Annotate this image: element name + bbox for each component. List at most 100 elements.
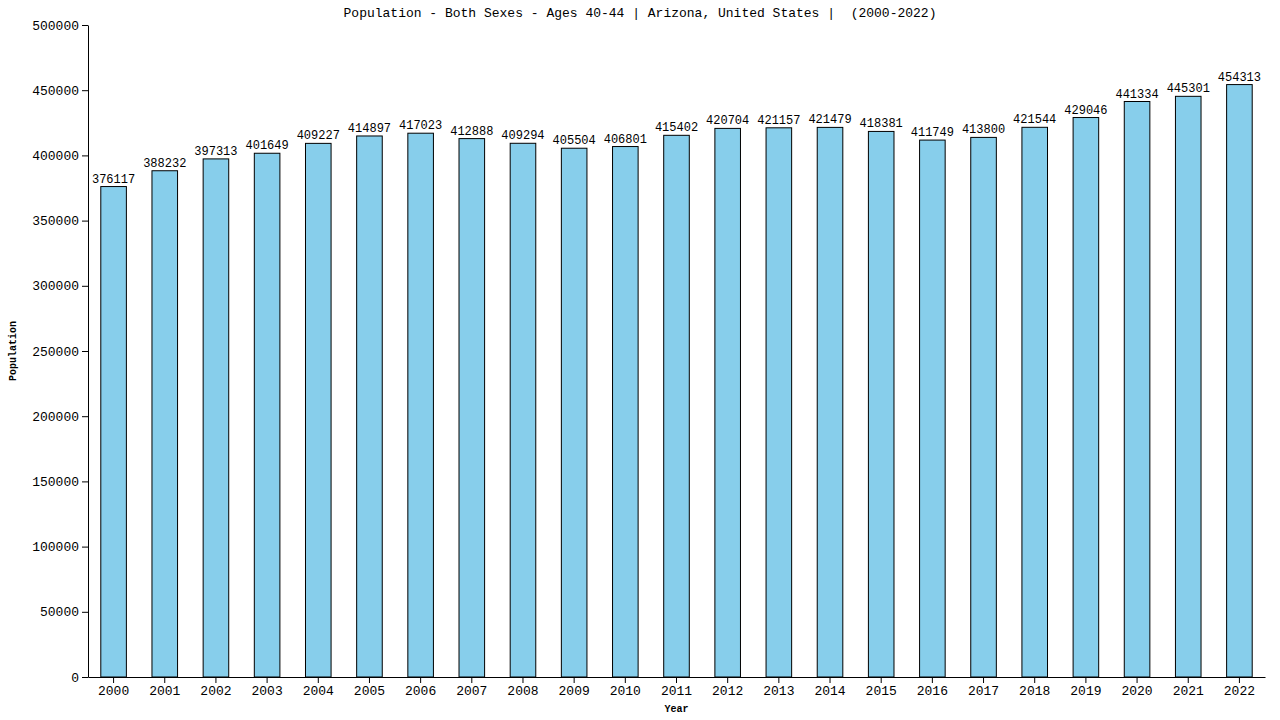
x-tick: 2014 <box>814 677 845 699</box>
data-label: 421479 <box>808 113 851 127</box>
x-tick: 2000 <box>98 677 129 699</box>
x-tick: 2003 <box>251 677 282 699</box>
x-tick: 2019 <box>1070 677 1101 699</box>
x-tick-mark <box>625 677 626 683</box>
bar <box>1227 85 1253 677</box>
y-tick-mark <box>82 612 88 613</box>
x-tick-label: 2017 <box>968 684 999 699</box>
x-tick-label: 2001 <box>149 684 180 699</box>
x-tick-label: 2009 <box>559 684 590 699</box>
x-tick-mark <box>932 677 933 683</box>
bar <box>101 187 127 677</box>
bar <box>971 137 997 677</box>
data-label: 429046 <box>1064 104 1107 118</box>
x-tick-mark <box>574 677 575 683</box>
x-tick: 2012 <box>712 677 743 699</box>
data-label: 376117 <box>92 173 135 187</box>
bar <box>459 139 485 677</box>
x-tick-mark <box>1188 677 1189 683</box>
y-tick-mark <box>82 25 88 26</box>
x-tick-mark <box>676 677 677 683</box>
data-label: 454313 <box>1218 71 1261 85</box>
bar <box>715 128 741 677</box>
x-tick-mark <box>420 677 421 683</box>
data-label: 414897 <box>348 122 391 136</box>
data-label: 388232 <box>143 157 186 171</box>
data-label: 397313 <box>194 145 237 159</box>
x-axis: 2000200120022003200420052006200720082009… <box>89 677 1266 699</box>
x-tick-mark <box>471 677 472 683</box>
x-tick-mark <box>830 677 831 683</box>
x-tick: 2008 <box>507 677 538 699</box>
x-tick-mark <box>1085 677 1086 683</box>
y-tick-label: 150000 <box>32 475 79 490</box>
x-tick-mark <box>113 677 114 683</box>
y-tick-label: 50000 <box>40 605 79 620</box>
bar <box>817 127 843 677</box>
data-label: 415402 <box>655 121 698 135</box>
y-tick: 0 <box>71 671 88 686</box>
y-tick: 450000 <box>32 84 88 99</box>
x-tick-mark <box>164 677 165 683</box>
y-tick-mark <box>82 351 88 352</box>
bar <box>1124 102 1150 677</box>
x-tick: 2005 <box>354 677 385 699</box>
y-tick: 200000 <box>32 410 88 425</box>
x-tick: 2018 <box>1019 677 1050 699</box>
y-tick-label: 250000 <box>32 345 79 360</box>
y-tick-label: 400000 <box>32 149 79 164</box>
bar <box>1175 96 1201 677</box>
bar <box>408 133 434 677</box>
y-tick-mark <box>82 155 88 156</box>
x-tick-label: 2014 <box>814 684 845 699</box>
chart: 0500001000001500002000002500003000003500… <box>0 0 1280 720</box>
x-tick-mark <box>881 677 882 683</box>
y-tick: 150000 <box>32 475 88 490</box>
x-tick-label: 2013 <box>763 684 794 699</box>
data-label: 441334 <box>1115 88 1158 102</box>
data-label: 413800 <box>962 123 1005 137</box>
x-tick: 2010 <box>610 677 641 699</box>
bar <box>305 143 331 677</box>
x-tick-label: 2006 <box>405 684 436 699</box>
data-label: 412888 <box>450 125 493 139</box>
y-tick-label: 0 <box>71 671 79 686</box>
data-label: 420704 <box>706 114 749 128</box>
x-tick: 2004 <box>303 677 334 699</box>
data-label: 421544 <box>1013 113 1056 127</box>
x-tick: 2020 <box>1121 677 1152 699</box>
x-tick-label: 2020 <box>1121 684 1152 699</box>
data-label: 409227 <box>297 129 340 143</box>
x-tick-mark <box>267 677 268 683</box>
bar <box>561 148 587 677</box>
bar <box>254 153 280 677</box>
bar <box>357 136 383 677</box>
x-tick-label: 2016 <box>917 684 948 699</box>
y-tick: 400000 <box>32 149 88 164</box>
x-tick-label: 2018 <box>1019 684 1050 699</box>
y-tick-label: 100000 <box>32 540 79 555</box>
data-label: 417023 <box>399 119 442 133</box>
y-tick: 250000 <box>32 345 88 360</box>
y-tick-mark <box>82 221 88 222</box>
y-tick-mark <box>82 416 88 417</box>
x-tick: 2002 <box>200 677 231 699</box>
x-tick-label: 2004 <box>303 684 334 699</box>
data-label: 418381 <box>860 117 903 131</box>
data-label: 445301 <box>1167 82 1210 96</box>
x-tick-mark <box>1239 677 1240 683</box>
x-tick-mark <box>778 677 779 683</box>
bar <box>1022 127 1048 677</box>
x-tick-label: 2008 <box>507 684 538 699</box>
bar <box>920 140 946 677</box>
x-tick-mark <box>522 677 523 683</box>
y-tick-label: 300000 <box>32 279 79 294</box>
y-tick: 300000 <box>32 279 88 294</box>
bar <box>613 147 639 677</box>
y-tick-mark <box>82 286 88 287</box>
plot: 0500001000001500002000002500003000003500… <box>32 19 1265 700</box>
y-axis: 0500001000001500002000002500003000003500… <box>32 19 88 686</box>
data-label: 401649 <box>245 139 288 153</box>
x-tick-label: 2015 <box>866 684 897 699</box>
y-tick: 500000 <box>32 19 88 34</box>
